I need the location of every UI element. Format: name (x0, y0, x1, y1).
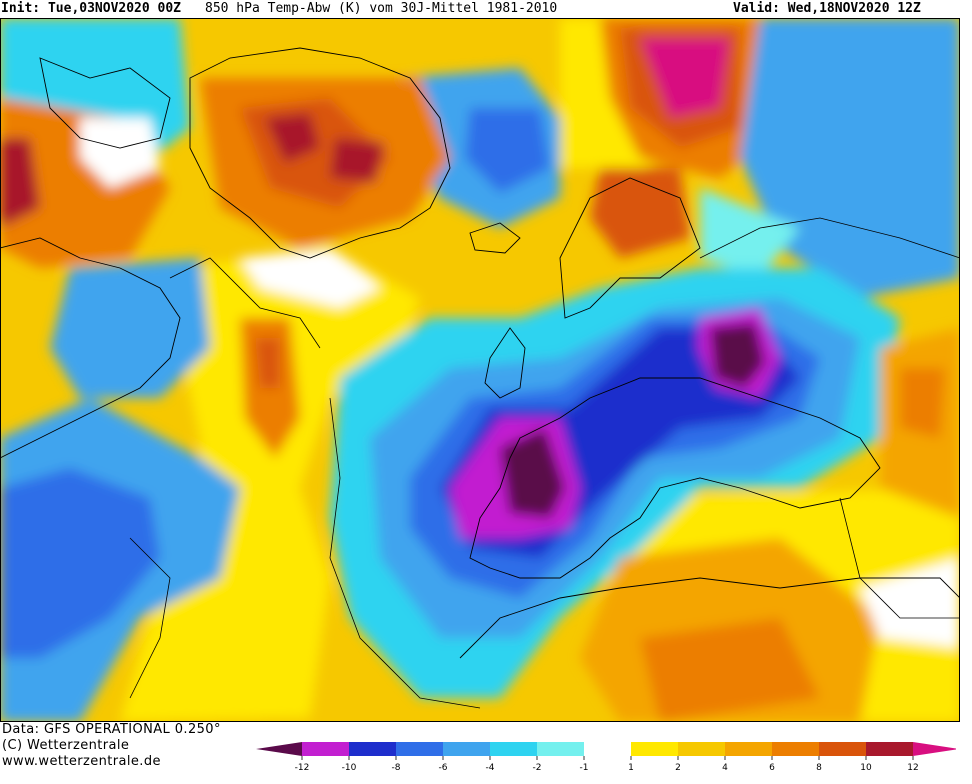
colorbar-segment (584, 742, 631, 756)
coastline-north-africa (459, 577, 960, 659)
coastline-europe (469, 377, 881, 579)
colorbar-segment (819, 742, 866, 756)
coastlines (0, 47, 960, 659)
map-title: 850 hPa Temp-Abw (K) vom 30J-Mittel 1981… (205, 1, 558, 16)
anomaly-zone (0, 138, 40, 228)
colorbar-segment (490, 742, 537, 756)
colorbar-tick-label: 12 (907, 763, 918, 773)
contour-line (329, 397, 481, 709)
coastline-arctic (39, 57, 171, 149)
colorbar-segment (443, 742, 490, 756)
colorbar-tick-label: -2 (533, 763, 542, 773)
anomaly-zone (500, 428, 565, 518)
colorbar-tick-label: 4 (722, 763, 728, 773)
anomaly-zone (330, 138, 385, 183)
anomaly-zone (255, 338, 280, 388)
coastline-canada (0, 237, 181, 459)
colorbar-segment (631, 742, 678, 756)
contour-line (169, 257, 321, 349)
anomaly-zone (640, 38, 730, 118)
colorbar-segment (537, 742, 584, 756)
anomaly-zone (900, 368, 945, 438)
colorbar-tick-label: 10 (860, 763, 872, 773)
data-source-text: Data: GFS OPERATIONAL 0.250° (2, 722, 221, 737)
colorbar-tick-label: 2 (675, 763, 681, 773)
colorbar-segment (725, 742, 772, 756)
anomaly-zone (465, 108, 550, 193)
contour-line (129, 537, 171, 699)
coastline-british-isles (484, 327, 526, 399)
colorbar-tick-label: -1 (580, 763, 589, 773)
contour-line (699, 217, 960, 259)
contour-line (839, 497, 960, 619)
anomaly-zone (240, 248, 380, 308)
colorbar-tick-label: 6 (769, 763, 775, 773)
anomaly-zone (80, 118, 160, 188)
anomaly-zone (710, 323, 765, 388)
colorbar-segment (302, 742, 349, 756)
colorbar-segment (396, 742, 443, 756)
colorbar-segment (772, 742, 819, 756)
zero-contours (129, 217, 960, 709)
anomaly-zone (640, 618, 820, 722)
colorbar-arrow-low (256, 742, 302, 756)
init-time: Init: Tue,03NOV2020 00Z (1, 1, 182, 16)
map-footer: Data: GFS OPERATIONAL 0.250° (C) Wetterz… (0, 722, 972, 784)
anomaly-zone (590, 168, 690, 258)
anomaly-fills (0, 18, 960, 722)
colorbar-tick-label: -6 (439, 763, 448, 773)
website-link[interactable]: www.wetterzentrale.de (2, 754, 161, 769)
anomaly-zone (120, 248, 420, 722)
colorbar-tick-label: -12 (295, 763, 310, 773)
color-legend: -12 -10 -8 -6 -4 -2 -1 1 2 4 6 8 10 12 (256, 740, 956, 784)
coastline-iceland (469, 222, 521, 254)
coastline-scandinavia (559, 177, 701, 319)
colorbar-tick-label: 1 (628, 763, 634, 773)
anomaly-zone (0, 468, 160, 658)
coastline-greenland (189, 47, 451, 259)
copyright-text: (C) Wetterzentrale (2, 738, 130, 753)
colorbar-segment (866, 742, 913, 756)
map-frame (0, 18, 960, 722)
colorbar-tick-label: -4 (486, 763, 495, 773)
anomaly-zone (265, 113, 320, 163)
colorbar-segment (678, 742, 725, 756)
anomaly-zone (50, 258, 210, 398)
colorbar-tick-label: 8 (816, 763, 822, 773)
colorbar-arrow-high (913, 742, 956, 756)
map-header: Init: Tue,03NOV2020 00Z 850 hPa Temp-Abw… (0, 0, 960, 18)
colorbar-tick-label: -10 (342, 763, 357, 773)
valid-time: Valid: Wed,18NOV2020 12Z (733, 1, 921, 16)
anomaly-zone (860, 558, 960, 648)
temperature-anomaly-map (0, 18, 960, 722)
colorbar-tick-label: -8 (392, 763, 401, 773)
colorbar-segment (349, 742, 396, 756)
